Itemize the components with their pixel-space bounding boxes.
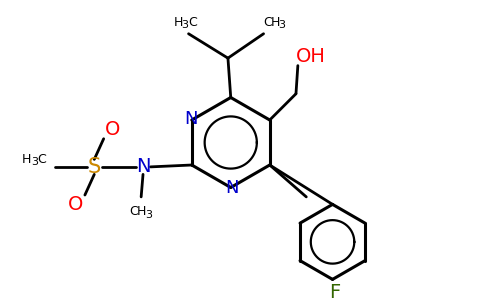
Text: C: C [189, 16, 197, 29]
Text: S: S [88, 157, 101, 177]
Text: N: N [136, 158, 150, 176]
Text: H: H [136, 206, 146, 218]
Text: N: N [184, 110, 197, 128]
Text: C: C [37, 153, 46, 166]
Text: N: N [225, 179, 239, 197]
Text: 3: 3 [145, 210, 152, 220]
Text: C: C [129, 206, 138, 218]
Text: 3: 3 [31, 157, 38, 167]
Text: O: O [106, 120, 121, 139]
Text: O: O [68, 195, 83, 214]
Text: H: H [22, 153, 31, 166]
Text: H: H [271, 16, 280, 29]
Text: OH: OH [296, 47, 326, 66]
Text: F: F [329, 283, 340, 300]
Text: H: H [174, 16, 183, 29]
Text: 3: 3 [279, 20, 286, 30]
Text: 3: 3 [181, 20, 188, 30]
Text: C: C [264, 16, 272, 29]
